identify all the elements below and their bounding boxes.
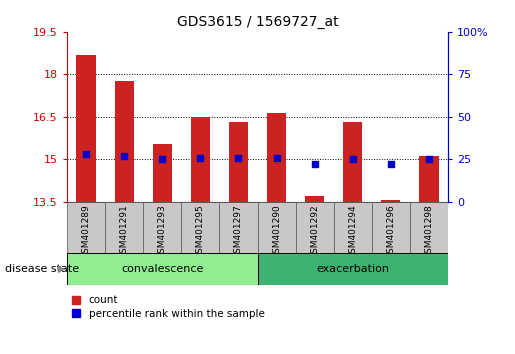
Bar (191, 117, 210, 202)
Point (120, 153, 128, 159)
Legend: count, percentile rank within the sample: count, percentile rank within the sample (72, 296, 265, 319)
Bar (219, 202, 258, 253)
Bar (114, 81, 134, 202)
Bar (267, 113, 286, 202)
Bar (67, 202, 105, 253)
Point (349, 156, 357, 162)
Text: GSM401291: GSM401291 (119, 204, 129, 259)
Text: GSM401297: GSM401297 (234, 204, 243, 259)
Bar (181, 202, 219, 253)
Bar (105, 202, 143, 253)
Bar (344, 122, 363, 202)
Point (158, 156, 166, 162)
Bar (305, 196, 324, 202)
Point (82, 152, 90, 157)
Point (425, 156, 433, 162)
Text: GSM401292: GSM401292 (310, 204, 319, 259)
Bar (382, 200, 401, 202)
Point (196, 155, 204, 160)
Point (311, 161, 319, 167)
Text: GSM401290: GSM401290 (272, 204, 281, 259)
Bar (143, 202, 181, 253)
Text: GSM401298: GSM401298 (424, 204, 434, 259)
Point (387, 161, 395, 167)
Text: GSM401293: GSM401293 (158, 204, 167, 259)
Point (234, 155, 243, 160)
Point (272, 155, 281, 160)
Text: GSM401289: GSM401289 (81, 204, 91, 259)
Bar (372, 202, 410, 253)
Bar (67, 253, 258, 285)
Text: ▶: ▶ (58, 264, 65, 274)
Bar (334, 202, 372, 253)
Text: GSM401294: GSM401294 (348, 204, 357, 259)
Bar (410, 202, 448, 253)
Bar (258, 253, 448, 285)
Title: GDS3615 / 1569727_at: GDS3615 / 1569727_at (177, 16, 338, 29)
Bar (76, 55, 96, 202)
Text: convalescence: convalescence (121, 264, 203, 274)
Text: GSM401295: GSM401295 (196, 204, 205, 259)
Text: exacerbation: exacerbation (316, 264, 389, 274)
Bar (419, 156, 439, 202)
Bar (258, 202, 296, 253)
Text: disease state: disease state (5, 264, 79, 274)
Bar (296, 202, 334, 253)
Bar (153, 144, 172, 202)
Bar (229, 122, 248, 202)
Text: GSM401296: GSM401296 (386, 204, 396, 259)
